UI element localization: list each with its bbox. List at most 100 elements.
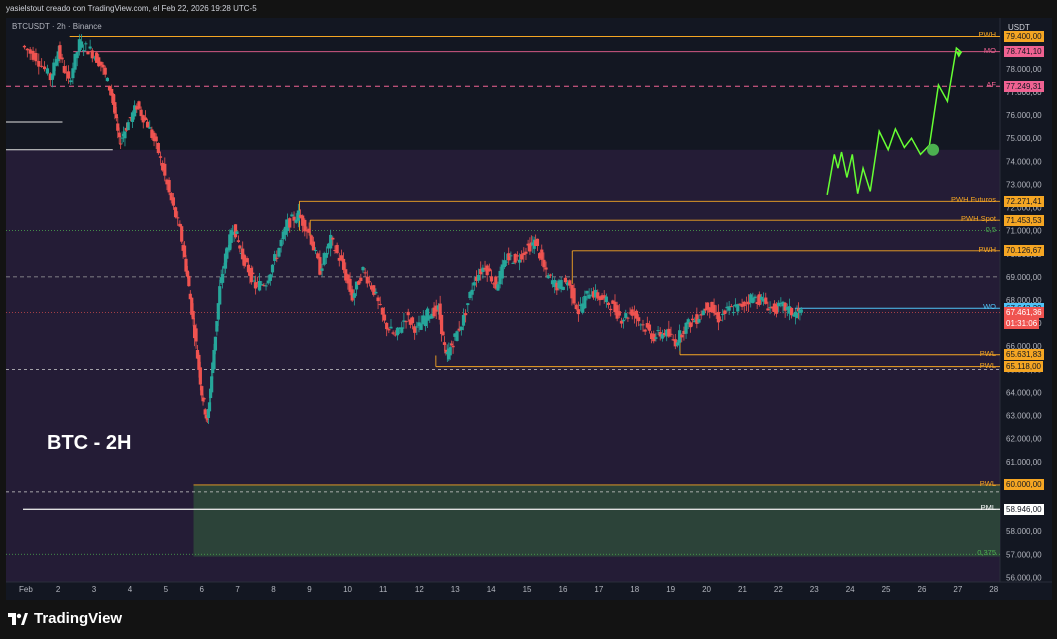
candle-body bbox=[264, 285, 268, 287]
candle-body bbox=[92, 57, 97, 59]
candle-body bbox=[615, 305, 619, 319]
level-name: 0,375 bbox=[977, 548, 996, 558]
candle-body bbox=[249, 267, 253, 283]
candle-body bbox=[60, 57, 64, 60]
candle-body bbox=[744, 302, 748, 304]
candle-body bbox=[716, 311, 720, 323]
candle-body bbox=[198, 367, 202, 385]
candle-body bbox=[561, 286, 565, 290]
candle-body bbox=[273, 254, 277, 261]
symbol-info: BTCUSDT · 2h · Binance bbox=[12, 22, 102, 31]
level-name: PWH Spot bbox=[960, 214, 996, 224]
candle-body bbox=[513, 253, 517, 263]
candle-body bbox=[283, 226, 288, 235]
candle-body bbox=[281, 231, 285, 240]
candle-body bbox=[738, 303, 742, 305]
candle-body bbox=[246, 264, 251, 273]
candle-body bbox=[660, 333, 664, 339]
x-tick-label: 6 bbox=[200, 585, 205, 594]
upper-region bbox=[6, 18, 1000, 150]
candle-body bbox=[190, 297, 194, 315]
candle-body bbox=[492, 283, 496, 285]
x-tick-label: 17 bbox=[594, 585, 603, 594]
candle-body bbox=[606, 302, 611, 305]
x-tick-label: 12 bbox=[415, 585, 424, 594]
candle-body bbox=[442, 342, 447, 345]
candle-body bbox=[476, 274, 481, 281]
candle-body bbox=[402, 320, 406, 322]
candle-body bbox=[124, 128, 128, 131]
x-tick-label: 19 bbox=[666, 585, 675, 594]
candle-body bbox=[391, 332, 395, 334]
candle-body bbox=[697, 319, 701, 323]
level-name: PWL bbox=[979, 360, 996, 370]
candle-body bbox=[665, 329, 669, 337]
price-tag: 58.946,00 bbox=[1004, 503, 1044, 515]
projection-path bbox=[826, 46, 963, 195]
candle-body bbox=[171, 197, 176, 206]
candle-body bbox=[385, 322, 389, 330]
candle-body bbox=[572, 288, 576, 304]
candle-body bbox=[721, 313, 725, 315]
candle-body bbox=[279, 239, 283, 247]
candle-body bbox=[307, 228, 311, 233]
candle-body bbox=[117, 132, 121, 138]
candle-body bbox=[137, 101, 141, 109]
demand-zone bbox=[193, 484, 1000, 557]
candle-body bbox=[135, 106, 139, 110]
candle-body bbox=[617, 311, 621, 316]
candle-body bbox=[755, 302, 759, 304]
candle-body bbox=[535, 238, 540, 246]
x-tick-label: 8 bbox=[271, 585, 276, 594]
candle-body bbox=[408, 319, 412, 325]
candle-body bbox=[712, 304, 716, 314]
candle-body bbox=[779, 302, 783, 304]
candle-body bbox=[439, 314, 444, 335]
candle-body bbox=[574, 304, 578, 310]
candle-body bbox=[725, 306, 729, 309]
candle-body bbox=[494, 276, 498, 289]
candle-body bbox=[729, 306, 733, 308]
candle-body bbox=[774, 304, 779, 314]
candle-body bbox=[290, 214, 294, 217]
candle-body bbox=[602, 295, 606, 299]
candle-body bbox=[404, 321, 408, 323]
candle-body bbox=[292, 216, 296, 221]
candle-body bbox=[479, 268, 483, 275]
candle-body bbox=[56, 51, 60, 62]
candle-body bbox=[441, 331, 445, 336]
candle-body bbox=[496, 284, 500, 291]
candle-body bbox=[203, 409, 207, 415]
tradingview-brand[interactable]: TradingView bbox=[8, 610, 122, 627]
candle-body bbox=[176, 217, 180, 219]
candle-body bbox=[305, 229, 309, 232]
candle-body bbox=[337, 257, 341, 261]
candle-body bbox=[630, 309, 634, 316]
candle-body bbox=[489, 276, 494, 282]
projection-marker bbox=[927, 143, 940, 156]
candle-body bbox=[421, 315, 425, 325]
candle-body bbox=[451, 345, 455, 348]
candle-body bbox=[419, 323, 423, 330]
candle-body bbox=[613, 301, 617, 313]
candle-body bbox=[772, 303, 776, 313]
candle-body bbox=[22, 45, 27, 48]
candle-body bbox=[79, 41, 84, 48]
candle-body bbox=[746, 301, 751, 305]
candle-body bbox=[706, 302, 710, 310]
candle-body bbox=[55, 59, 59, 66]
candle-body bbox=[688, 322, 692, 328]
candle-body bbox=[178, 223, 182, 227]
candle-body bbox=[641, 324, 645, 326]
candle-body bbox=[216, 303, 220, 320]
candle-body bbox=[472, 282, 476, 286]
candle-body bbox=[380, 307, 384, 315]
y-tick-label: 61.000,00 bbox=[1006, 458, 1042, 467]
candle-body bbox=[474, 276, 479, 281]
level-name: PWL bbox=[979, 478, 996, 488]
x-tick-label: 7 bbox=[235, 585, 240, 594]
candle-body bbox=[225, 247, 229, 259]
candle-body bbox=[731, 312, 736, 314]
candle-body bbox=[764, 297, 768, 304]
